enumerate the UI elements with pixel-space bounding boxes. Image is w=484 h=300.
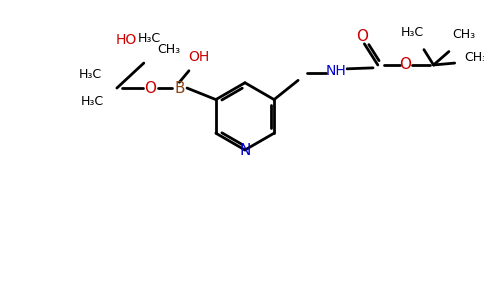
Text: H₃C: H₃C: [80, 95, 104, 108]
Text: B: B: [174, 80, 184, 95]
Text: H₃C: H₃C: [401, 26, 424, 39]
Text: H₃C: H₃C: [138, 32, 161, 45]
Text: CH₃: CH₃: [453, 28, 476, 41]
Text: OH: OH: [188, 50, 209, 64]
Text: NH: NH: [325, 64, 346, 78]
Text: HO: HO: [116, 33, 137, 47]
Text: N: N: [239, 143, 251, 158]
Text: CH₃: CH₃: [464, 51, 484, 64]
Text: CH₃: CH₃: [157, 43, 181, 56]
Text: O: O: [356, 29, 368, 44]
Text: H₃C: H₃C: [78, 68, 102, 81]
Text: O: O: [145, 80, 156, 95]
Text: O: O: [399, 58, 411, 73]
